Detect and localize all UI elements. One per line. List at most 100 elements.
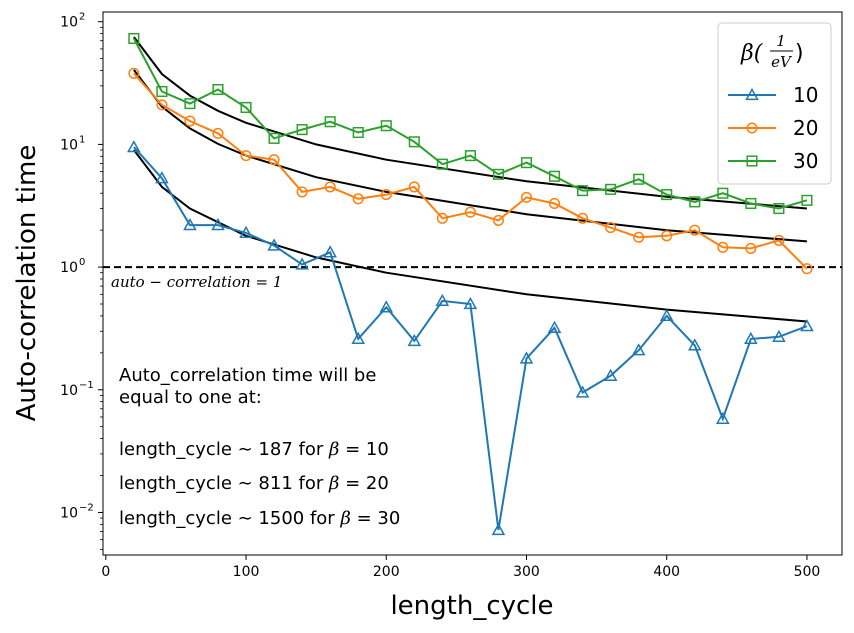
legend-label: 30 bbox=[793, 149, 818, 173]
series-20-point bbox=[801, 263, 813, 275]
x-tick-label: 300 bbox=[513, 564, 540, 580]
annotation-result-20: length_cycle ∼ 811 for β = 20 bbox=[119, 473, 389, 494]
x-tick-label: 100 bbox=[233, 564, 260, 580]
series-30-point bbox=[745, 197, 757, 210]
series-30-point bbox=[156, 85, 168, 98]
series-30-point bbox=[520, 157, 533, 169]
y-tick-label: 10 bbox=[60, 137, 78, 153]
series-10-point bbox=[800, 319, 814, 332]
legend-title-close: ) bbox=[795, 41, 804, 66]
annotation-line-2: equal to one at: bbox=[119, 387, 262, 408]
series-10-point bbox=[267, 238, 281, 251]
series-30-point bbox=[408, 136, 420, 148]
series-20-point bbox=[436, 212, 448, 224]
series-20-point bbox=[605, 222, 617, 234]
series-20-point bbox=[184, 115, 196, 127]
series-10-point bbox=[772, 329, 786, 342]
series-30-point bbox=[633, 173, 645, 185]
series-30-point bbox=[661, 189, 673, 201]
legend-label: 10 bbox=[793, 83, 818, 107]
legend-entry-30: 30 bbox=[728, 149, 818, 173]
series-20-point bbox=[408, 181, 420, 193]
x-tick-label: 400 bbox=[653, 564, 680, 580]
legend-title-denominator: eV bbox=[771, 53, 793, 71]
x-tick-label: 200 bbox=[373, 564, 400, 580]
legend-entries: 10 20 30 bbox=[728, 83, 818, 173]
y-tick-exponent: 2 bbox=[79, 12, 85, 23]
series-line-30 bbox=[133, 38, 808, 210]
series-30-point bbox=[128, 32, 140, 45]
data-series bbox=[127, 32, 814, 536]
series-30-point bbox=[212, 83, 224, 96]
series-30-point bbox=[436, 158, 448, 170]
axes-frame bbox=[102, 11, 843, 556]
series-20-point bbox=[717, 241, 729, 253]
legend-title-beta: β( bbox=[740, 41, 763, 66]
annotation-text: Auto_correlation time will be equal to o… bbox=[119, 365, 400, 529]
series-line-20 bbox=[133, 72, 808, 270]
series-10-point bbox=[323, 245, 337, 258]
legend-marker bbox=[745, 87, 759, 101]
series-20-point bbox=[240, 150, 252, 162]
series-30-point bbox=[605, 183, 617, 195]
x-tick-label: 0 bbox=[101, 564, 110, 580]
series-line-10 bbox=[133, 146, 808, 531]
x-axis-label: length_cycle bbox=[390, 591, 553, 621]
y-tick-label: 10 bbox=[60, 260, 78, 276]
y-tick-label: 10 bbox=[60, 15, 78, 31]
series-20-point bbox=[268, 154, 280, 166]
series-10-point bbox=[603, 368, 618, 381]
series-20-point bbox=[464, 206, 476, 218]
series-20-point bbox=[548, 197, 561, 210]
series-10-point bbox=[379, 300, 394, 313]
series-10-point bbox=[716, 411, 730, 424]
series-30-point bbox=[548, 170, 561, 182]
legend-entry-20: 20 bbox=[728, 116, 818, 140]
y-axis-label: Auto-correlation time bbox=[12, 145, 42, 422]
series-10-point bbox=[127, 140, 141, 153]
series-30-point bbox=[689, 196, 701, 208]
series-10-point bbox=[659, 308, 674, 322]
series-30-point bbox=[324, 116, 336, 128]
x-tick-label: 500 bbox=[794, 564, 821, 580]
series-20-point bbox=[156, 99, 168, 111]
series-20-point bbox=[380, 189, 392, 201]
y-tick-exponent: 0 bbox=[79, 257, 85, 268]
series-10-point bbox=[155, 171, 169, 184]
legend-label: 20 bbox=[793, 116, 818, 140]
series-10-point bbox=[183, 218, 197, 231]
series-10-point bbox=[744, 331, 758, 345]
series-30-point bbox=[184, 98, 196, 110]
series-10-point bbox=[463, 296, 478, 310]
reference-line-label: auto − correlation = 1 bbox=[111, 273, 282, 291]
series-20-point bbox=[128, 67, 140, 79]
series-20-point bbox=[577, 212, 589, 224]
series-10-point bbox=[239, 225, 253, 239]
series-30-point bbox=[492, 168, 504, 180]
series-10-point bbox=[687, 338, 702, 351]
series-20-point bbox=[492, 214, 504, 226]
series-30-point bbox=[464, 150, 476, 162]
y-tick-label: 10 bbox=[60, 383, 78, 399]
series-30-point bbox=[773, 202, 785, 215]
series-10-point bbox=[351, 331, 365, 345]
series-30 bbox=[128, 32, 813, 215]
series-20-point bbox=[633, 231, 645, 243]
y-tick-exponent: −2 bbox=[79, 502, 94, 513]
series-10-point bbox=[407, 333, 422, 347]
series-20-point bbox=[773, 234, 785, 246]
series-10 bbox=[127, 140, 814, 536]
series-30-point bbox=[717, 187, 729, 199]
series-10-point bbox=[631, 343, 646, 356]
y-tick-exponent: 1 bbox=[79, 134, 85, 145]
series-10-point bbox=[295, 257, 309, 270]
series-10-point bbox=[519, 351, 534, 364]
legend-title-math: β(1 eV) bbox=[740, 32, 804, 71]
series-20-point bbox=[296, 186, 308, 198]
series-30-point bbox=[577, 185, 589, 197]
series-20-point bbox=[689, 224, 701, 236]
series-20-point bbox=[520, 191, 533, 203]
y-tick-label: 10 bbox=[60, 505, 78, 521]
